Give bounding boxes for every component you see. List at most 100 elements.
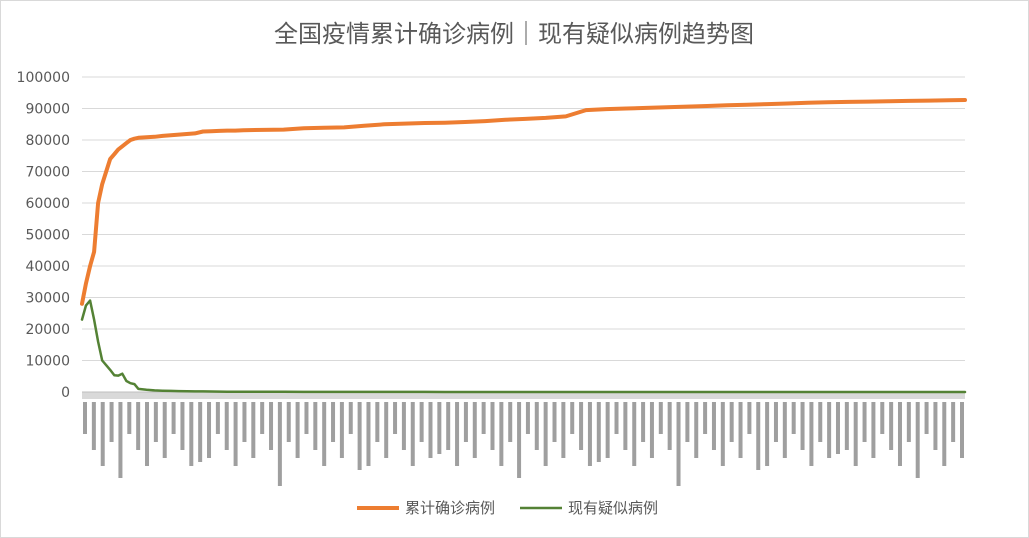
x-tick-label xyxy=(251,402,256,458)
series-line xyxy=(80,299,967,394)
x-tick-label xyxy=(552,402,557,442)
x-tick-label xyxy=(331,402,336,442)
x-tick-label xyxy=(339,402,344,458)
x-tick-label xyxy=(171,402,176,434)
x-tick-label xyxy=(481,402,486,434)
x-tick-label xyxy=(897,402,902,466)
x-tick-label xyxy=(215,402,220,434)
legend-item[interactable]: 现有疑似病例 xyxy=(520,499,658,517)
x-tick-label xyxy=(375,402,380,442)
x-tick-label xyxy=(162,402,167,458)
x-tick-label xyxy=(685,402,690,442)
x-tick-label xyxy=(561,402,566,458)
x-tick-label xyxy=(579,402,584,450)
x-tick-label xyxy=(818,402,823,442)
x-tick-label xyxy=(242,402,247,442)
x-tick-label xyxy=(180,402,185,450)
x-tick-label xyxy=(348,402,353,434)
x-axis-band xyxy=(82,392,965,399)
y-tick-label: 30000 xyxy=(25,291,70,307)
x-tick-label xyxy=(773,402,778,442)
y-axis-tick-labels: 0 10000 20000 30000 40000 50000 60000 70000 8000… xyxy=(17,70,70,401)
x-tick-label xyxy=(446,402,451,450)
x-tick-label xyxy=(508,402,513,442)
x-tick-label xyxy=(91,402,96,450)
x-tick-label xyxy=(118,402,123,478)
y-tick-label: 60000 xyxy=(25,196,70,212)
x-tick-label xyxy=(437,402,442,454)
x-tick-label xyxy=(233,402,238,466)
x-tick-label xyxy=(658,402,663,434)
x-tick-label xyxy=(880,402,885,434)
x-tick-label xyxy=(313,402,318,450)
x-tick-label xyxy=(729,402,734,442)
x-tick-label xyxy=(632,402,637,466)
x-tick-label xyxy=(366,402,371,466)
y-tick-label: 80000 xyxy=(25,133,70,149)
x-tick-label xyxy=(738,402,743,458)
x-tick-label xyxy=(357,402,362,470)
legend[interactable]: 累计确诊病例 现有疑似病例 xyxy=(357,499,658,517)
x-tick-label xyxy=(835,402,840,454)
series-line xyxy=(80,98,967,306)
x-tick-label xyxy=(224,402,229,450)
x-tick-label xyxy=(791,402,796,434)
x-tick-label xyxy=(384,402,389,458)
x-tick-label xyxy=(127,402,132,434)
x-tick-label xyxy=(641,402,646,442)
x-tick-label xyxy=(827,402,832,458)
x-tick-label xyxy=(525,402,530,434)
x-tick-label xyxy=(951,402,956,442)
x-tick-label xyxy=(543,402,548,466)
x-tick-label xyxy=(570,402,575,434)
x-tick-label xyxy=(915,402,920,478)
y-tick-label: 90000 xyxy=(25,102,70,118)
x-tick-label xyxy=(517,402,522,478)
x-tick-label xyxy=(189,402,194,466)
x-tick-label xyxy=(277,402,282,486)
x-tick-label xyxy=(295,402,300,458)
x-tick-label xyxy=(109,402,114,442)
x-tick-label xyxy=(401,402,406,450)
x-tick-label xyxy=(198,402,203,462)
x-tick-label xyxy=(782,402,787,458)
y-tick-label: 100000 xyxy=(17,70,70,86)
y-tick-label: 40000 xyxy=(25,259,70,275)
x-tick-label xyxy=(605,402,610,458)
x-tick-label xyxy=(756,402,761,470)
x-axis xyxy=(82,391,965,486)
chart-title: 全国疫情累计确诊病例｜现有疑似病例趋势图 xyxy=(274,20,754,48)
x-tick-label xyxy=(410,402,415,466)
x-tick-label xyxy=(419,402,424,442)
x-tick-label xyxy=(889,402,894,450)
x-tick-labels xyxy=(83,402,964,486)
y-tick-label: 20000 xyxy=(25,322,70,338)
x-tick-label xyxy=(765,402,770,466)
legend-label: 现有疑似病例 xyxy=(568,499,658,517)
x-tick-label xyxy=(649,402,654,458)
x-tick-label xyxy=(269,402,274,450)
x-tick-label xyxy=(534,402,539,450)
x-tick-label xyxy=(304,402,309,434)
x-tick-label xyxy=(844,402,849,450)
x-tick-label xyxy=(322,402,327,466)
x-tick-label xyxy=(136,402,141,450)
legend-item[interactable]: 累计确诊病例 xyxy=(357,499,495,517)
x-tick-label xyxy=(260,402,265,434)
x-tick-label xyxy=(694,402,699,458)
x-tick-label xyxy=(800,402,805,450)
x-tick-label xyxy=(455,402,460,466)
x-tick-label xyxy=(499,402,504,466)
y-tick-label: 0 xyxy=(61,385,70,401)
x-tick-label xyxy=(862,402,867,442)
gridlines xyxy=(82,76,965,361)
x-tick-label xyxy=(720,402,725,466)
x-tick-label xyxy=(207,402,212,458)
series-lines xyxy=(80,98,967,394)
x-tick-label xyxy=(587,402,592,466)
y-tick-label: 70000 xyxy=(25,165,70,181)
x-tick-label xyxy=(871,402,876,458)
x-tick-label xyxy=(145,402,150,466)
